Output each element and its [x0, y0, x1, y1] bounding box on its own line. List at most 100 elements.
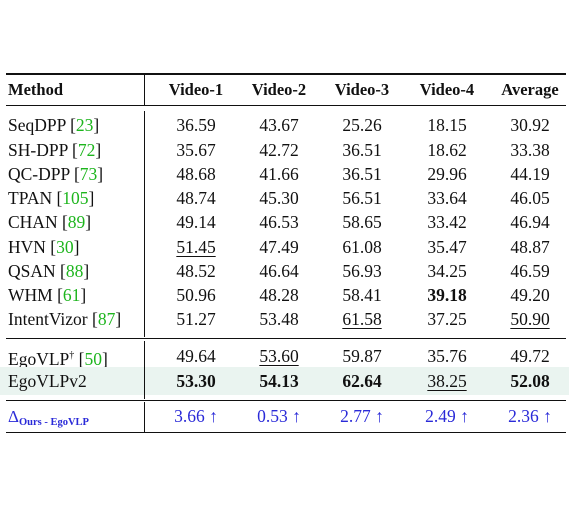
value-video-1: 48.52: [176, 261, 216, 281]
value-video-3: 58.65: [342, 212, 382, 232]
value-video-1: 35.67: [176, 140, 216, 160]
table-row: CHAN [89] 49.14 46.53 58.65 33.42 46.94: [6, 211, 566, 233]
method-name: TPAN: [8, 188, 53, 208]
value-video-4-second-best: 38.25: [427, 371, 467, 391]
value-video-2: 47.49: [259, 237, 299, 257]
header-average: Average: [501, 80, 559, 99]
table-row: QC-DPP [73] 48.68 41.66 36.51 29.96 44.1…: [6, 163, 566, 185]
table-row: SeqDPP [23] 36.59 43.67 25.26 18.15 30.9…: [6, 114, 566, 136]
method-name: IntentVizor: [8, 309, 88, 329]
value-video-1: 48.74: [176, 188, 216, 208]
header-video-3: Video-3: [334, 80, 390, 99]
value-video-4-best: 39.18: [427, 285, 467, 305]
column-separator: [144, 111, 145, 337]
value-video-2-best: 54.13: [259, 371, 299, 391]
value-video-1: 36.59: [176, 115, 216, 135]
column-separator: [144, 75, 145, 105]
group-rule: [6, 338, 566, 339]
table-row-delta: ΔOurs - EgoVLP 3.66 ↑ 0.53 ↑ 2.77 ↑ 2.49…: [6, 405, 566, 428]
column-separator: [144, 402, 145, 432]
value-video-1-best: 53.30: [176, 371, 216, 391]
delta-video-2: 0.53 ↑: [257, 406, 301, 426]
citation-link[interactable]: 87: [97, 309, 116, 329]
value-video-4: 35.76: [427, 346, 467, 366]
delta-video-3: 2.77 ↑: [340, 406, 384, 426]
value-video-3: 58.41: [342, 285, 382, 305]
value-video-4: 33.42: [427, 212, 467, 232]
value-average: 46.05: [510, 188, 550, 208]
value-average: 48.87: [510, 237, 550, 257]
method-name: WHM: [8, 285, 53, 305]
method-name: HVN: [8, 237, 46, 257]
table-row: SH-DPP [72] 35.67 42.72 36.51 18.62 33.3…: [6, 139, 566, 161]
header-method: Method: [8, 80, 63, 99]
value-video-4: 18.15: [427, 115, 467, 135]
value-video-1: 49.64: [176, 346, 216, 366]
method-name: EgoVLP: [8, 349, 70, 369]
value-video-2: 53.48: [259, 309, 299, 329]
delta-symbol: Δ: [8, 407, 19, 426]
method-name: SeqDPP: [8, 115, 66, 135]
delta-video-1: 3.66 ↑: [174, 406, 218, 426]
value-average: 49.20: [510, 285, 550, 305]
citation-link[interactable]: 61: [62, 285, 81, 305]
value-average-second-best: 50.90: [510, 309, 550, 329]
value-video-4: 37.25: [427, 309, 467, 329]
table-row: IntentVizor [87] 51.27 53.48 61.58 37.25…: [8, 309, 550, 329]
value-video-1: 48.68: [176, 164, 216, 184]
delta-rule: [6, 400, 566, 401]
table-row: WHM [61] 50.96 48.28 58.41 39.18 49.20: [6, 284, 566, 306]
value-average: 30.92: [510, 115, 550, 135]
value-video-3: 36.51: [342, 164, 382, 184]
value-video-3: 61.08: [342, 237, 382, 257]
value-video-3: 59.87: [342, 346, 382, 366]
citation-link[interactable]: 105: [62, 188, 89, 208]
value-average: 49.72: [510, 346, 550, 366]
value-average: 33.38: [510, 140, 550, 160]
citation-link[interactable]: 72: [77, 140, 96, 160]
value-video-1: 50.96: [176, 285, 216, 305]
table-row-egovlp: EgoVLP† [50] 49.64 53.60 59.87 35.76 49.…: [6, 345, 566, 369]
value-video-4: 35.47: [427, 237, 467, 257]
method-name: QSAN: [8, 261, 56, 281]
header-rule: [6, 105, 566, 106]
value-video-1-second-best: 51.45: [176, 237, 216, 257]
value-video-3: 56.51: [342, 188, 382, 208]
table-row: QSAN [88] 48.52 46.64 56.93 34.25 46.59: [6, 260, 566, 282]
value-video-2: 46.64: [259, 261, 299, 281]
header-row: Method Video-1 Video-2 Video-3 Video-4 A…: [6, 79, 566, 101]
value-video-3-second-best: 61.58: [342, 309, 382, 329]
value-video-2: 48.28: [259, 285, 299, 305]
column-separator: [144, 341, 145, 399]
delta-video-4: 2.49 ↑: [425, 406, 469, 426]
header-video-4: Video-4: [419, 80, 475, 99]
value-video-2: 46.53: [259, 212, 299, 232]
method-name: CHAN: [8, 212, 58, 232]
value-average-best: 52.08: [510, 371, 550, 391]
method-name: EgoVLPv2: [8, 371, 87, 391]
value-video-3: 25.26: [342, 115, 382, 135]
value-video-1: 51.27: [176, 309, 216, 329]
citation-link[interactable]: 30: [56, 237, 74, 257]
value-average: 46.59: [510, 261, 550, 281]
citation-link[interactable]: 89: [67, 212, 86, 232]
header-video-2: Video-2: [251, 80, 307, 99]
citation-link[interactable]: 23: [75, 115, 94, 135]
bottom-rule: [6, 432, 566, 433]
value-video-3: 36.51: [342, 140, 382, 160]
table-row: HVN [30] 51.45 47.49 61.08 35.47 48.87: [6, 236, 566, 258]
value-video-1: 49.14: [176, 212, 216, 232]
value-video-2: 43.67: [259, 115, 299, 135]
citation-link[interactable]: 50: [84, 349, 102, 369]
table-row-egovlpv2: EgoVLPv2 53.30 54.13 62.64 38.25 52.08: [6, 370, 566, 392]
citation-link[interactable]: 73: [79, 164, 98, 184]
value-video-2: 41.66: [259, 164, 299, 184]
value-video-2: 42.72: [259, 140, 299, 160]
value-average: 44.19: [510, 164, 550, 184]
delta-subscript: Ours - EgoVLP: [18, 417, 89, 428]
citation-link[interactable]: 88: [65, 261, 84, 281]
value-video-3: 56.93: [342, 261, 382, 281]
method-name: SH-DPP: [8, 140, 68, 160]
value-video-4: 33.64: [427, 188, 467, 208]
highlight-row-background: [0, 367, 569, 395]
